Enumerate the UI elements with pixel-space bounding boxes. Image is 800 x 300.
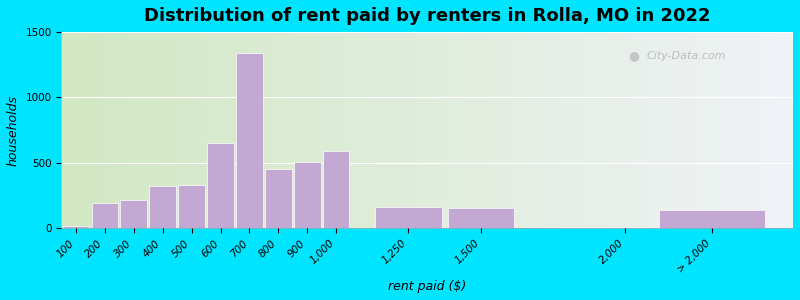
- Bar: [265, 169, 292, 228]
- Bar: [62, 226, 90, 228]
- Y-axis label: households: households: [7, 94, 20, 166]
- Bar: [294, 161, 321, 228]
- Bar: [91, 203, 118, 228]
- Bar: [375, 207, 442, 228]
- Bar: [150, 186, 176, 228]
- Bar: [236, 53, 262, 228]
- X-axis label: rent paid ($): rent paid ($): [388, 280, 466, 293]
- Bar: [323, 151, 350, 228]
- Bar: [121, 200, 147, 228]
- Bar: [178, 185, 205, 228]
- Bar: [559, 227, 692, 228]
- Title: Distribution of rent paid by renters in Rolla, MO in 2022: Distribution of rent paid by renters in …: [144, 7, 710, 25]
- Bar: [207, 143, 234, 228]
- Bar: [659, 210, 766, 228]
- Text: City-Data.com: City-Data.com: [646, 51, 726, 61]
- Bar: [447, 208, 514, 228]
- Text: ●: ●: [629, 49, 639, 62]
